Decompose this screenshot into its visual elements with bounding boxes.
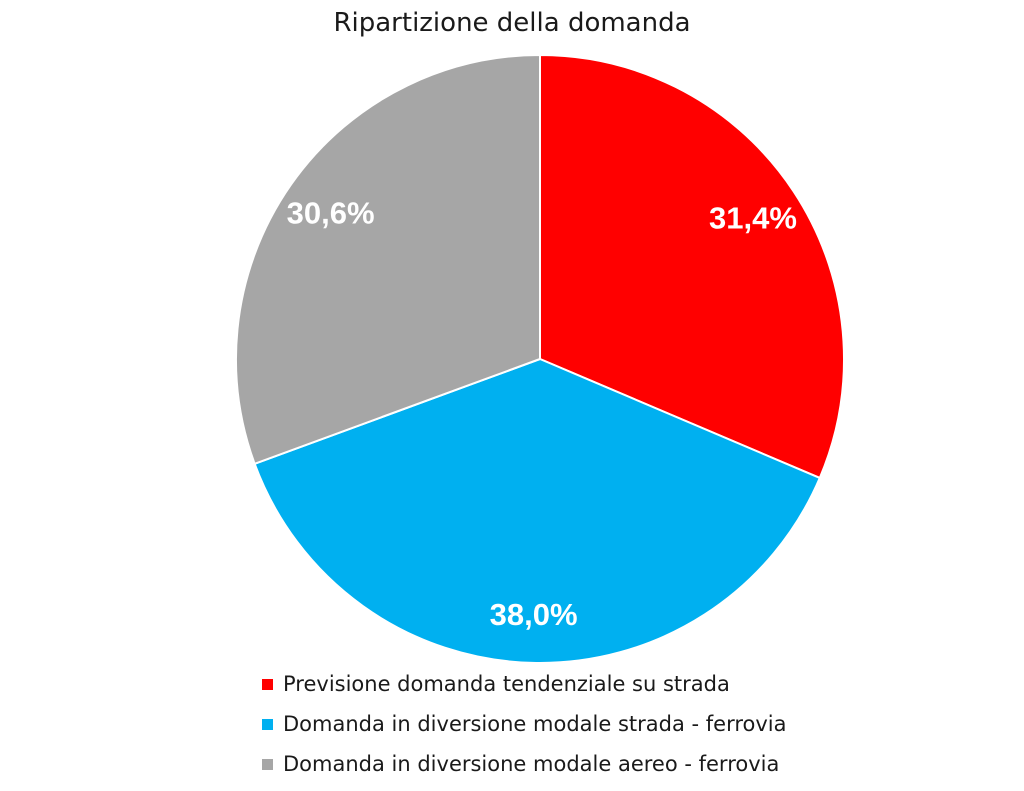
- legend-swatch-gray: [262, 758, 273, 770]
- legend-label: Domanda in diversione modale aereo - fer…: [283, 752, 780, 776]
- legend-label: Domanda in diversione modale strada - fe…: [283, 712, 787, 736]
- legend-swatch-blue: [262, 718, 273, 730]
- legend-item-road-rail-shift: Domanda in diversione modale strada - fe…: [262, 704, 787, 744]
- legend-swatch-red: [262, 678, 273, 690]
- slice-road-rail-shift: [253, 358, 821, 664]
- data-label-air-rail-shift: 30,6%: [287, 195, 375, 230]
- legend-item-road-forecast: Previsione domanda tendenziale su strada: [262, 664, 787, 704]
- legend: Previsione domanda tendenziale su strada…: [262, 664, 787, 784]
- chart-title: Ripartizione della domanda: [333, 8, 691, 38]
- slice-road-forecast: [539, 54, 845, 479]
- slice-air-rail-shift: [235, 54, 541, 465]
- legend-label: Previsione domanda tendenziale su strada: [283, 672, 730, 696]
- data-label-road-forecast: 31,4%: [709, 201, 797, 236]
- legend-item-air-rail-shift: Domanda in diversione modale aereo - fer…: [262, 744, 787, 784]
- slices-group: [235, 54, 845, 664]
- data-label-road-rail-shift: 38,0%: [490, 597, 578, 632]
- slice-labels-group: 31,4% 38,0% 30,6%: [287, 195, 797, 632]
